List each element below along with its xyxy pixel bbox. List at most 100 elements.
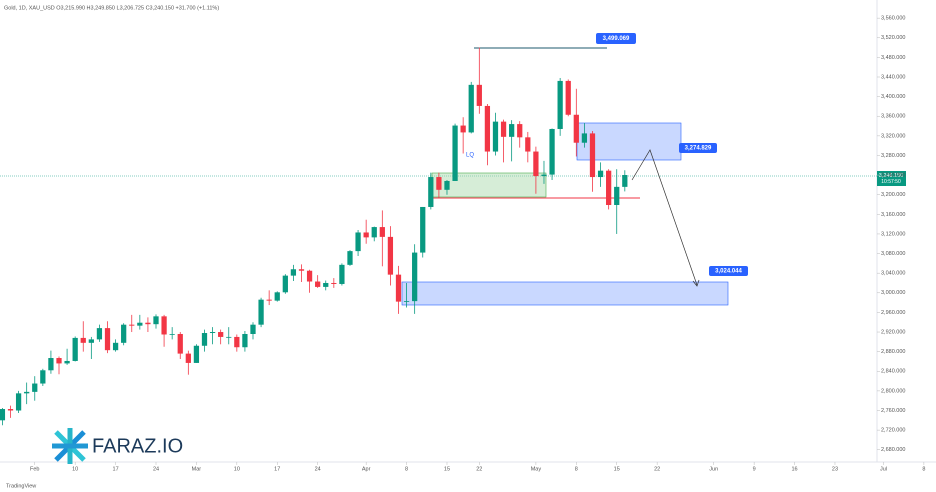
candle-body (298, 269, 305, 271)
candle-body (145, 322, 151, 325)
candle-body (323, 282, 329, 287)
y-tick-label: 2,680.000 (881, 447, 905, 453)
y-tick-label: 2,720.000 (881, 428, 905, 434)
footer-brand: TradingView (6, 483, 36, 489)
peak-label: 3,499.069 (603, 36, 630, 42)
candle-body (355, 232, 361, 252)
x-tick-label: 17 (113, 466, 119, 472)
countdown-label: 10:57:50 (881, 179, 901, 185)
candle-body (193, 345, 200, 363)
candle-body (589, 133, 596, 178)
y-tick-label: 2,760.000 (881, 408, 905, 414)
candle-body (468, 84, 474, 133)
lq-label: LQ (466, 153, 474, 159)
candle-body (161, 316, 167, 335)
arrow-head (692, 279, 700, 287)
x-tick-label: 8 (405, 466, 408, 472)
x-tick-label: 9 (753, 466, 756, 472)
x-tick-label: 8 (922, 466, 925, 472)
candle-body (379, 227, 385, 237)
x-tick-label: 22 (476, 466, 482, 472)
candle-body (476, 84, 482, 106)
y-tick-label: 3,280.000 (881, 153, 905, 159)
candle-body (452, 125, 458, 181)
candle-body (129, 324, 135, 326)
candle-body (533, 151, 539, 177)
candle-body (201, 333, 208, 346)
y-tick-label: 3,000.000 (881, 290, 905, 296)
y-tick-label: 2,880.000 (881, 349, 905, 355)
candle-body (339, 264, 345, 284)
y-tick-label: 3,240.000 (881, 173, 905, 179)
x-tick-label: 16 (791, 466, 797, 472)
candle-body (234, 336, 240, 348)
x-tick-label: 24 (153, 466, 159, 472)
candle-body (32, 383, 38, 392)
candle-body (500, 121, 507, 137)
lower-target-box (709, 266, 748, 276)
candle-body (315, 281, 321, 287)
y-tick-label: 3,440.000 (881, 74, 905, 80)
candle-body (606, 170, 612, 206)
candle-body (266, 299, 272, 301)
peak-label-box (596, 33, 636, 44)
y-tick-label: 2,840.000 (881, 369, 905, 375)
candle-body (274, 292, 280, 301)
candle-body (597, 170, 604, 178)
candle-body (363, 232, 369, 238)
x-tick-label: 15 (614, 466, 620, 472)
candle-body (436, 177, 442, 190)
candle-body (40, 370, 46, 384)
candle-body (282, 275, 288, 293)
brand-logo (52, 428, 88, 464)
candle-body (48, 358, 54, 371)
candle-body (403, 301, 410, 302)
x-tick-label: 17 (274, 466, 280, 472)
x-tick-label: 23 (832, 466, 838, 472)
candle-body (347, 251, 353, 265)
candle-body (444, 180, 450, 190)
x-tick-label: 10 (72, 466, 78, 472)
candle-body (331, 282, 337, 284)
candle-body (0, 409, 6, 421)
y-tick-label: 3,520.000 (881, 35, 905, 41)
candle-body (56, 358, 62, 364)
candle-body (137, 322, 143, 326)
y-tick-label: 2,800.000 (881, 388, 905, 394)
candle-body (121, 324, 127, 343)
upper-target-label: 3,274.829 (685, 146, 712, 152)
y-tick-label: 2,920.000 (881, 329, 905, 335)
candle-body (387, 236, 394, 275)
candle-body (24, 391, 30, 394)
candle-body (185, 353, 191, 363)
candle-body (557, 80, 563, 129)
y-tick-label: 3,160.000 (881, 212, 905, 218)
candle-body (460, 125, 466, 133)
x-tick-label: Mar (192, 466, 202, 472)
upper-target-box (679, 143, 717, 153)
projection-arrow (631, 149, 698, 286)
candle-body (64, 360, 70, 364)
y-tick-label: 3,360.000 (881, 114, 905, 120)
candle-body (371, 227, 377, 238)
y-tick-label: 3,480.000 (881, 55, 905, 61)
candle-body (622, 175, 628, 187)
x-tick-label: Jun (709, 466, 718, 472)
x-tick-label: May (531, 466, 542, 472)
x-tick-label: Apr (362, 466, 371, 472)
x-tick-label: 8 (575, 466, 578, 472)
y-tick-label: 3,320.000 (881, 133, 905, 139)
x-tick-label: 24 (315, 466, 321, 472)
candle-body (517, 124, 523, 138)
symbol-header: Gold, 1D, XAU_USD O3,215.990 H3,249.850 … (4, 5, 219, 11)
candle-body (614, 186, 620, 206)
candle-body (509, 124, 515, 137)
last-price-box (877, 171, 906, 186)
candle-body (169, 333, 175, 335)
candle-body (80, 337, 86, 343)
candle-body (525, 137, 531, 152)
candle-body (395, 274, 402, 302)
candle-body (218, 332, 224, 337)
